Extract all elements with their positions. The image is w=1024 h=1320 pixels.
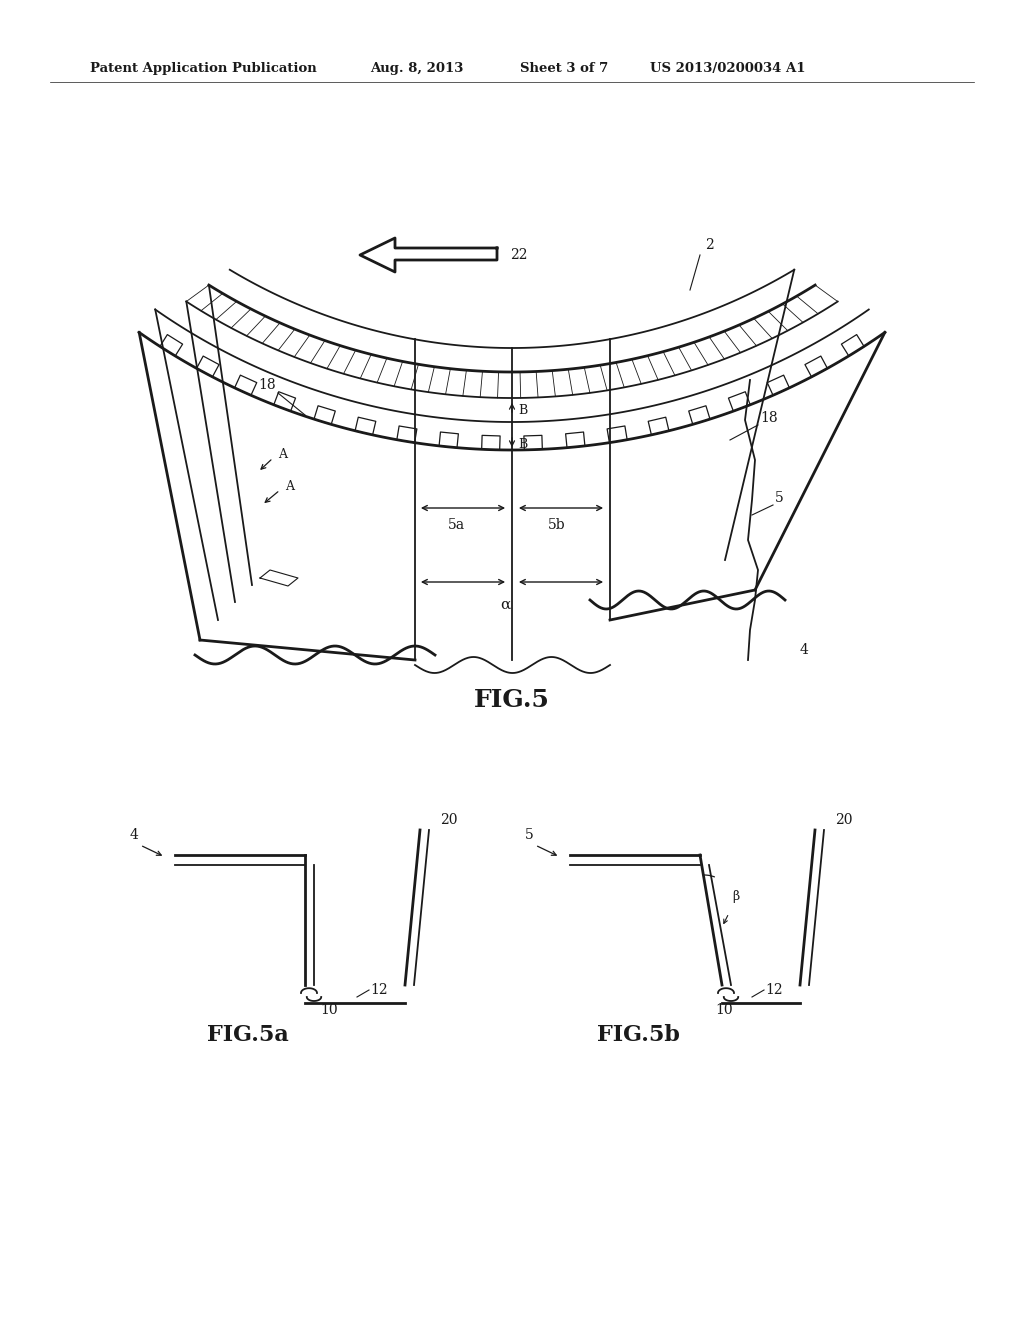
Polygon shape (360, 238, 497, 272)
Text: 18: 18 (760, 411, 777, 425)
Text: B: B (518, 404, 527, 417)
Polygon shape (260, 570, 298, 586)
Text: 4: 4 (130, 828, 139, 842)
Text: 5b: 5b (548, 517, 565, 532)
Text: B: B (518, 438, 527, 451)
Text: 5: 5 (525, 828, 534, 842)
Text: α: α (500, 598, 510, 612)
Text: 20: 20 (440, 813, 458, 828)
Text: FIG.5: FIG.5 (474, 688, 550, 711)
Text: 4: 4 (800, 643, 809, 657)
Text: 20: 20 (835, 813, 853, 828)
Text: FIG.5b: FIG.5b (597, 1024, 680, 1045)
Text: Patent Application Publication: Patent Application Publication (90, 62, 316, 75)
Text: US 2013/0200034 A1: US 2013/0200034 A1 (650, 62, 806, 75)
Text: A: A (285, 480, 294, 494)
Text: 5: 5 (775, 491, 783, 506)
Text: 22: 22 (510, 248, 527, 261)
Text: 12: 12 (370, 983, 388, 997)
Text: 10: 10 (319, 1003, 338, 1016)
Text: 10: 10 (715, 1003, 732, 1016)
Text: Aug. 8, 2013: Aug. 8, 2013 (370, 62, 464, 75)
Text: Sheet 3 of 7: Sheet 3 of 7 (520, 62, 608, 75)
Text: 5a: 5a (449, 517, 465, 532)
Text: β: β (732, 890, 739, 903)
Text: 12: 12 (765, 983, 782, 997)
Text: 18: 18 (258, 378, 275, 392)
Text: 2: 2 (705, 238, 714, 252)
Text: FIG.5a: FIG.5a (207, 1024, 289, 1045)
Text: A: A (278, 449, 287, 462)
